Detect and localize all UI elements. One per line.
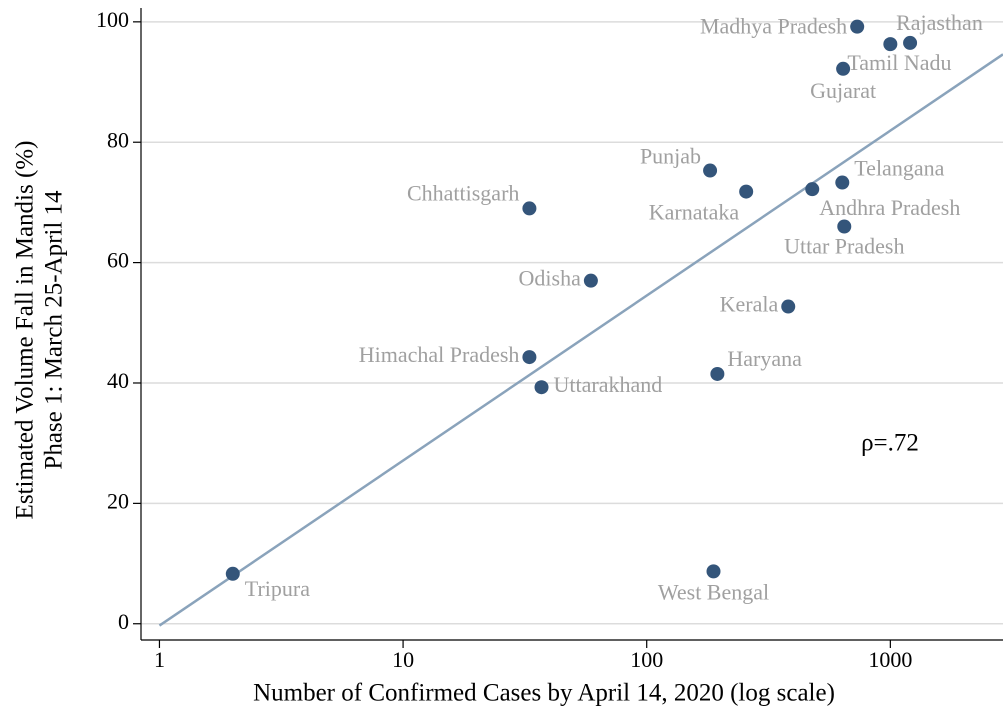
point [710,366,725,381]
trend-line [158,53,1003,627]
y-tick-label: 80 [107,127,129,152]
y-tick-label: 100 [96,7,129,32]
point-label: Punjab [640,144,701,169]
y-tick-label: 0 [118,609,129,634]
x-tick-label: 10 [392,647,414,672]
y-tick-label: 40 [107,368,129,393]
point-label: Himachal Pradesh [359,342,520,367]
point [850,19,865,34]
point [703,163,718,178]
point-label: Chhattisgarh [407,180,519,205]
point [835,175,850,190]
point-label: Rajasthan [896,10,983,35]
point-label: Gujarat [810,78,876,103]
point-label: Tamil Nadu [847,50,951,75]
point [883,37,898,52]
point [903,35,918,50]
y-axis-title: Estimated Volume Fall in Mandis (%) [12,141,39,520]
point-label: Andhra Pradesh [819,195,960,220]
point-label: Uttarakhand [554,372,663,397]
point [781,299,796,314]
point [706,564,721,579]
point [739,184,754,199]
point [837,219,852,234]
point-label: Karnataka [649,200,740,225]
annotation: ρ=.72 [861,430,919,457]
x-tick-label: 100 [630,647,663,672]
point-label: Madhya Pradesh [700,14,847,39]
point-label: Kerala [720,292,779,317]
y-tick-label: 60 [107,248,129,273]
point-label: Telangana [854,156,944,181]
x-axis-title: Number of Confirmed Cases by April 14, 2… [253,680,835,707]
point [836,61,851,76]
point-label: Tripura [245,576,310,601]
y-tick-label: 20 [107,488,129,513]
point [583,273,598,288]
point [534,380,549,395]
x-tick-label: 1000 [868,647,912,672]
point-label: Uttar Pradesh [784,234,904,259]
point-label: Odisha [519,266,582,291]
point [522,201,537,216]
x-tick-label: 1 [154,647,165,672]
point [225,566,240,581]
point [805,182,820,197]
point-label: Haryana [727,346,802,371]
y-axis-title: Phase 1: March 25-April 14 [41,190,68,470]
point [522,350,537,365]
point-label: West Bengal [658,579,769,604]
